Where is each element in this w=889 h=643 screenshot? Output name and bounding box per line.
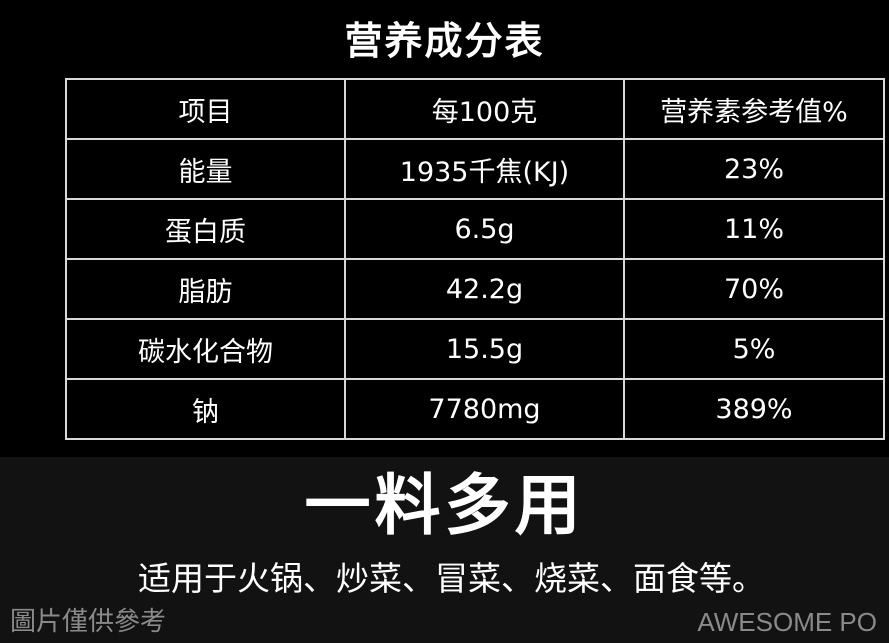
header-per-100g: 每100克 — [344, 78, 625, 140]
usage-section — [0, 457, 889, 643]
table-row: 钠 7780mg 389% — [65, 378, 885, 440]
table-row: 脂肪 42.2g 70% — [65, 258, 885, 320]
cell-item: 能量 — [65, 138, 346, 200]
cell-nrv: 5% — [623, 318, 885, 380]
cell-nrv: 70% — [623, 258, 885, 320]
header-item: 项目 — [65, 78, 346, 140]
cell-nrv: 11% — [623, 198, 885, 260]
table-row: 蛋白质 6.5g 11% — [65, 198, 885, 260]
header-nrv: 营养素参考值% — [623, 78, 885, 140]
page-title: 营养成分表 — [344, 19, 545, 63]
cell-amount: 15.5g — [344, 318, 625, 380]
watermark-left: 圖片僅供參考 — [10, 607, 167, 637]
cell-nrv: 23% — [623, 138, 885, 200]
slogan-heading: 一料多用 — [304, 467, 585, 544]
table-header-row: 项目 每100克 营养素参考值% — [65, 78, 885, 140]
cell-amount: 7780mg — [344, 378, 625, 440]
usage-text: 适用于火锅、炒菜、冒菜、烧菜、面食等。 — [138, 559, 765, 598]
table-row: 能量 1935千焦(KJ) 23% — [65, 138, 885, 200]
nutrition-table: 项目 每100克 营养素参考值% 能量 1935千焦(KJ) 23% 蛋白质 6… — [65, 78, 885, 440]
watermark-right: AWESOME PO — [697, 607, 877, 637]
cell-amount: 6.5g — [344, 198, 625, 260]
cell-item: 脂肪 — [65, 258, 346, 320]
cell-amount: 42.2g — [344, 258, 625, 320]
table-row: 碳水化合物 15.5g 5% — [65, 318, 885, 380]
cell-nrv: 389% — [623, 378, 885, 440]
cell-item: 蛋白质 — [65, 198, 346, 260]
cell-amount: 1935千焦(KJ) — [344, 138, 625, 200]
cell-item: 碳水化合物 — [65, 318, 346, 380]
cell-item: 钠 — [65, 378, 346, 440]
